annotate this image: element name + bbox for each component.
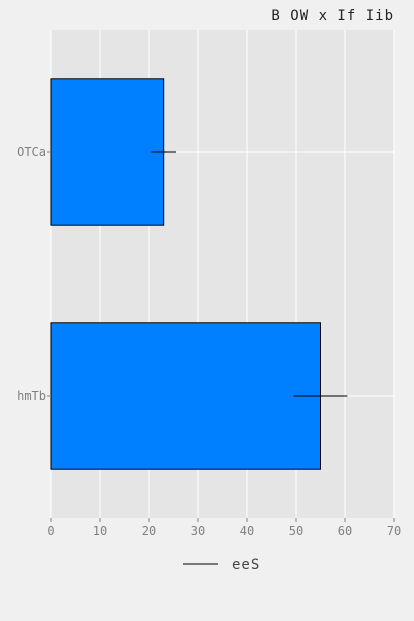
x-tick-label: 60 — [338, 524, 352, 538]
x-tick-label: 40 — [240, 524, 254, 538]
bar-OTCa — [51, 79, 164, 225]
bar-hmTb — [51, 323, 321, 469]
y-tick-label: OTCa — [17, 145, 46, 159]
chart-title: B OW x If Iib — [271, 8, 394, 24]
legend-label: eeS — [232, 557, 260, 573]
x-tick-label: 70 — [387, 524, 401, 538]
x-tick-label: 0 — [47, 524, 54, 538]
x-tick-label: 50 — [289, 524, 303, 538]
x-tick-label: 20 — [142, 524, 156, 538]
x-tick-label: 30 — [191, 524, 205, 538]
y-tick-label: hmTb — [17, 389, 46, 403]
x-tick-label: 10 — [93, 524, 107, 538]
